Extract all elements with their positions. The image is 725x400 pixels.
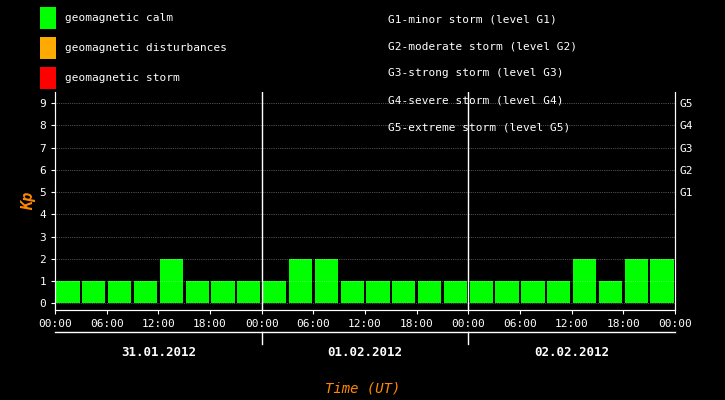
Bar [341, 281, 364, 303]
Text: G3-strong storm (level G3): G3-strong storm (level G3) [388, 68, 563, 78]
Bar [212, 281, 235, 303]
Text: Time (UT): Time (UT) [325, 382, 400, 396]
Bar [625, 259, 648, 303]
Text: geomagnetic storm: geomagnetic storm [65, 73, 179, 83]
Bar [418, 281, 442, 303]
Bar [134, 281, 157, 303]
Y-axis label: Kp: Kp [22, 192, 36, 210]
Bar [444, 281, 467, 303]
Bar [573, 259, 596, 303]
Text: G1-minor storm (level G1): G1-minor storm (level G1) [388, 14, 557, 24]
Text: 01.02.2012: 01.02.2012 [328, 346, 402, 359]
Bar [186, 281, 209, 303]
Text: geomagnetic calm: geomagnetic calm [65, 13, 173, 23]
Bar [599, 281, 622, 303]
Text: geomagnetic disturbances: geomagnetic disturbances [65, 43, 226, 53]
Bar [392, 281, 415, 303]
Bar [547, 281, 571, 303]
Bar [263, 281, 286, 303]
Bar [366, 281, 389, 303]
Bar [521, 281, 544, 303]
Bar [289, 259, 312, 303]
Text: G2-moderate storm (level G2): G2-moderate storm (level G2) [388, 41, 577, 51]
Bar [108, 281, 131, 303]
Text: 02.02.2012: 02.02.2012 [534, 346, 609, 359]
Bar [650, 259, 674, 303]
Bar [495, 281, 518, 303]
Bar [57, 281, 80, 303]
Bar [237, 281, 260, 303]
Bar [82, 281, 105, 303]
Bar [470, 281, 493, 303]
Text: G5-extreme storm (level G5): G5-extreme storm (level G5) [388, 123, 570, 133]
Text: G4-severe storm (level G4): G4-severe storm (level G4) [388, 96, 563, 106]
Bar [315, 259, 338, 303]
Text: 31.01.2012: 31.01.2012 [121, 346, 196, 359]
Bar [160, 259, 183, 303]
